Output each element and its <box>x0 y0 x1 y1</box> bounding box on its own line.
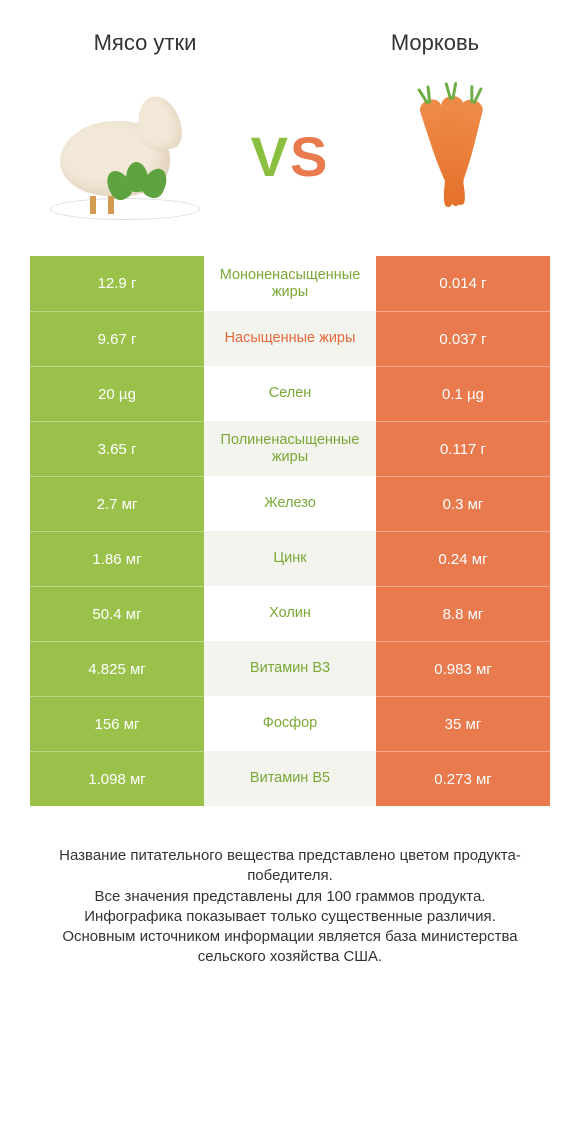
footer-line-4: Основным источником информации является … <box>28 927 552 968</box>
header-spacer <box>250 30 330 56</box>
hero-row: VS <box>0 66 580 256</box>
left-value: 12.9 г <box>30 256 204 311</box>
vs-label: VS <box>251 124 330 189</box>
left-value: 156 мг <box>30 696 204 751</box>
footer-line-2: Все значения представлены для 100 граммо… <box>28 887 552 907</box>
right-value: 0.117 г <box>376 421 550 476</box>
vs-s: S <box>290 125 329 188</box>
nutrient-label: Витамин B3 <box>204 641 376 696</box>
table-row: 20 µgСелен0.1 µg <box>30 366 550 421</box>
right-product-title: Морковь <box>330 30 540 56</box>
header: Мясо утки Морковь <box>0 0 580 66</box>
table-row: 1.86 мгЦинк0.24 мг <box>30 531 550 586</box>
nutrient-label: Железо <box>204 476 376 531</box>
nutrient-label: Холин <box>204 586 376 641</box>
table-row: 50.4 мгХолин8.8 мг <box>30 586 550 641</box>
left-value: 2.7 мг <box>30 476 204 531</box>
table-row: 9.67 гНасыщенные жиры0.037 г <box>30 311 550 366</box>
right-value: 0.037 г <box>376 311 550 366</box>
duck-illustration <box>40 86 210 226</box>
right-value: 35 мг <box>376 696 550 751</box>
left-value: 1.098 мг <box>30 751 204 806</box>
right-value: 0.1 µg <box>376 366 550 421</box>
table-row: 2.7 мгЖелезо0.3 мг <box>30 476 550 531</box>
carrot-illustration <box>370 86 540 226</box>
table-row: 156 мгФосфор35 мг <box>30 696 550 751</box>
table-row: 1.098 мгВитамин B50.273 мг <box>30 751 550 806</box>
left-value: 20 µg <box>30 366 204 421</box>
nutrient-label: Витамин B5 <box>204 751 376 806</box>
right-value: 0.983 мг <box>376 641 550 696</box>
table-row: 4.825 мгВитамин B30.983 мг <box>30 641 550 696</box>
footer-notes: Название питательного вещества представл… <box>0 846 580 968</box>
left-value: 4.825 мг <box>30 641 204 696</box>
right-value: 0.24 мг <box>376 531 550 586</box>
nutrient-label: Полиненасыщенные жиры <box>204 421 376 476</box>
vs-v: V <box>251 125 290 188</box>
nutrient-label: Фосфор <box>204 696 376 751</box>
table-row: 12.9 гМононенасыщенные жиры0.014 г <box>30 256 550 311</box>
left-value: 50.4 мг <box>30 586 204 641</box>
right-value: 8.8 мг <box>376 586 550 641</box>
right-value: 0.014 г <box>376 256 550 311</box>
nutrient-label: Селен <box>204 366 376 421</box>
left-value: 1.86 мг <box>30 531 204 586</box>
table-row: 3.65 гПолиненасыщенные жиры0.117 г <box>30 421 550 476</box>
footer-line-3: Инфографика показывает только существенн… <box>28 907 552 927</box>
comparison-table: 12.9 гМононенасыщенные жиры0.014 г9.67 г… <box>30 256 550 806</box>
left-value: 9.67 г <box>30 311 204 366</box>
footer-line-1: Название питательного вещества представл… <box>28 846 552 887</box>
right-value: 0.3 мг <box>376 476 550 531</box>
nutrient-label: Мононенасыщенные жиры <box>204 256 376 311</box>
left-value: 3.65 г <box>30 421 204 476</box>
left-product-title: Мясо утки <box>40 30 250 56</box>
right-value: 0.273 мг <box>376 751 550 806</box>
nutrient-label: Цинк <box>204 531 376 586</box>
nutrient-label: Насыщенные жиры <box>204 311 376 366</box>
